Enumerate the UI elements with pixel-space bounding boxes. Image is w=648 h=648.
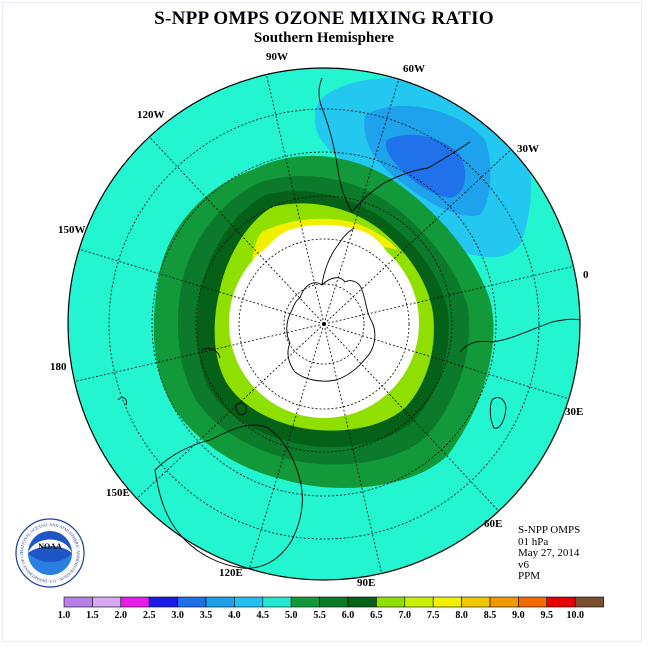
colorbar-label: 1.5: [86, 610, 99, 621]
meridian-line: [323, 266, 574, 325]
map-boundary: [67, 67, 581, 581]
colorbar-swatch: [546, 596, 576, 608]
info-instrument: S-NPP OMPS: [518, 524, 581, 536]
colorbar: 1.0 1.5 2.0 2.5 3.0 3.5 4.0 4.5 5.0 5.5 6.0 6.5 7.0 7…: [58, 596, 604, 621]
antarctica-coast: [286, 277, 376, 382]
colorbar-label: 6.0: [342, 610, 355, 621]
noaa-logo-ring-text: NATIONAL OCEANIC AND ATMOSPHERIC ADMINIS…: [0, 0, 81, 584]
meridian-line: [323, 323, 569, 400]
longitude-labels: 0 30E 60E 90E 120E 150E 180 150W 120W 90…: [50, 51, 589, 589]
colorbar-label: 6.5: [370, 610, 383, 621]
meridian-line: [74, 323, 325, 382]
colorbar-swatch: [120, 596, 150, 608]
colorbar-swatch: [461, 596, 491, 608]
colorbar-swatch: [177, 596, 207, 608]
colorbar-swatch: [376, 596, 406, 608]
tasmania-coast: [235, 402, 247, 416]
colorbar-swatch: [148, 596, 178, 608]
colorbar-label: 5.5: [313, 610, 326, 621]
south-america-coast: [318, 77, 471, 213]
lon-label-30w: 30W: [517, 143, 539, 155]
colorbar-swatch: [347, 596, 377, 608]
noaa-logo-bird: [28, 539, 72, 553]
colorbar-label: 3.5: [200, 610, 213, 621]
lon-label-120w: 120W: [137, 109, 165, 121]
colorbar-swatch: [319, 596, 349, 608]
lon-label-90w: 90W: [266, 51, 288, 63]
colorbar-label: 7.5: [427, 610, 440, 621]
meridian-line: [149, 136, 325, 325]
info-date: May 27, 2014: [518, 547, 580, 559]
meridian-line: [266, 74, 325, 325]
page-title: S-NPP OMPS OZONE MIXING RATIO: [154, 8, 494, 29]
noaa-logo-lower: [28, 553, 72, 575]
colorbar-swatch: [404, 596, 434, 608]
colorbar-swatch: [205, 596, 235, 608]
colorbar-label: 9.5: [541, 610, 554, 621]
colorbar-label: 3.0: [171, 610, 184, 621]
info-units: PPM: [518, 570, 541, 582]
colorbar-label: 7.0: [399, 610, 412, 621]
africa-coast: [459, 318, 581, 353]
figure-frame: [2, 2, 642, 642]
low-ozone-dark-blue: [386, 134, 466, 198]
australia-coast: [154, 424, 303, 569]
colorbar-label: 8.0: [455, 610, 468, 621]
antarctic-peninsula-coast: [321, 227, 355, 286]
colorbar-label: 2.0: [115, 610, 128, 621]
colorbar-swatch: [92, 596, 122, 608]
colorbar-swatch: [574, 596, 604, 608]
info-panel: S-NPP OMPS 01 hPa May 27, 2014 v6 PPM: [518, 524, 581, 583]
colorbar-swatch: [63, 596, 93, 608]
lon-label-30e: 30E: [565, 406, 583, 418]
colorbar-label: 1.0: [58, 610, 71, 621]
lon-label-180: 180: [50, 361, 67, 373]
colorbar-swatch: [489, 596, 519, 608]
lon-label-60w: 60W: [403, 63, 425, 75]
info-pressure-level: 01 hPa: [518, 535, 549, 548]
new-zealand-coast: [117, 347, 221, 406]
polar-night-bulge: [254, 224, 397, 290]
meridian-line: [136, 323, 325, 499]
colorbar-swatch: [234, 596, 264, 608]
colorbar-swatch: [518, 596, 548, 608]
page-subtitle: Southern Hemisphere: [253, 30, 395, 46]
colorbar-label: 5.0: [285, 610, 298, 621]
lon-label-0: 0: [583, 269, 589, 281]
noaa-logo-text: NOAA: [38, 542, 62, 551]
colorbar-swatch: [262, 596, 292, 608]
meridian-line: [323, 149, 512, 325]
colorbar-label: 8.5: [484, 610, 497, 621]
colorbar-label: 10.0: [566, 610, 584, 621]
coastlines: [117, 77, 581, 569]
colorbar-label: 4.0: [228, 610, 241, 621]
lon-label-60e: 60E: [484, 518, 502, 530]
colorbar-swatch: [432, 596, 462, 608]
info-version: v6: [518, 558, 529, 571]
meridian-line: [323, 323, 499, 512]
graticule: [74, 74, 574, 574]
colorbar-label: 9.0: [512, 610, 525, 621]
madagascar-coast: [489, 397, 507, 429]
lon-label-90e: 90E: [357, 577, 375, 589]
colorbar-swatch: [290, 596, 320, 608]
colorbar-label: 4.5: [257, 610, 270, 621]
colorbar-label: 2.5: [143, 610, 156, 621]
meridian-line: [248, 323, 325, 569]
meridian-line: [79, 248, 325, 325]
lon-label-150e: 150E: [106, 487, 130, 499]
meridian-line: [323, 323, 382, 574]
lon-label-150w: 150W: [58, 224, 86, 236]
lon-label-120e: 120E: [219, 567, 243, 579]
south-pole-marker: [322, 322, 326, 326]
